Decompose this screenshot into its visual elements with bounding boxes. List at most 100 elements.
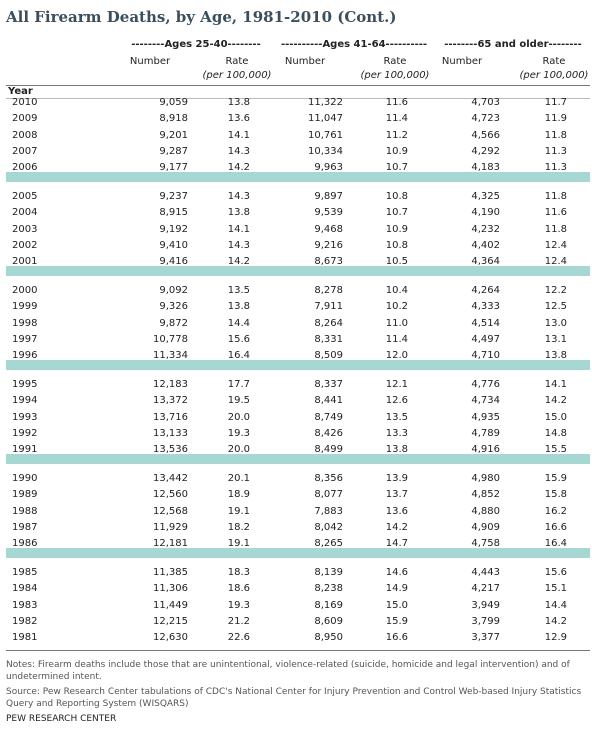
rate-cell: 12.6 (385, 395, 408, 407)
rate-cell: 14.9 (385, 583, 408, 595)
number-cell: 4,566 (471, 129, 500, 141)
rate-cell: 19.1 (227, 538, 250, 550)
year-cell: 2007 (12, 145, 38, 157)
number-cell: 9,897 (314, 191, 343, 202)
number-cell: 9,059 (159, 97, 188, 108)
number-cell: 12,183 (153, 379, 188, 390)
rate-cell: 11.0 (385, 317, 408, 329)
rate-cell: 16.6 (544, 521, 567, 533)
year-header: Year (8, 86, 33, 97)
year-cell: 1988 (12, 505, 38, 517)
year-cell: 2006 (12, 162, 38, 174)
rate-cell: 11.6 (544, 207, 567, 219)
number-cell: 8,509 (314, 350, 343, 362)
year-cell: 2000 (12, 285, 38, 296)
number-cell: 9,177 (159, 162, 188, 174)
number-cell: 8,441 (314, 395, 343, 407)
rate-cell: 14.2 (227, 162, 250, 174)
number-cell: 8,915 (159, 207, 188, 219)
number-cell: 9,872 (159, 317, 188, 329)
number-cell: 9,468 (314, 223, 343, 235)
rate-cell: 17.7 (227, 379, 250, 390)
number-cell: 4,333 (471, 301, 500, 313)
number-cell: 4,776 (471, 379, 500, 390)
rate-cell: 11.8 (544, 191, 567, 202)
number-cell: 10,334 (308, 145, 343, 157)
rate-cell: 13.0 (544, 317, 567, 329)
number-cell: 11,322 (308, 97, 343, 108)
header-rule (6, 85, 590, 86)
year-cell: 1998 (12, 317, 38, 329)
number-cell: 12,560 (153, 489, 188, 501)
rate-cell: 12.0 (385, 350, 408, 362)
rate-cell: 19.5 (227, 395, 250, 407)
number-cell: 9,192 (159, 223, 188, 235)
number-cell: 13,716 (153, 411, 188, 423)
number-cell: 13,536 (153, 444, 188, 456)
rate-cell: 11.3 (544, 145, 567, 157)
rate-cell: 10.7 (385, 207, 408, 219)
number-cell: 8,337 (314, 379, 343, 390)
column-header: Number (284, 56, 326, 67)
number-cell: 9,216 (314, 239, 343, 251)
rate-cell: 10.4 (385, 285, 408, 296)
number-cell: 4,734 (471, 395, 500, 407)
rate-cell: 12.1 (385, 379, 408, 390)
group-separator (6, 172, 590, 182)
rate-cell: 20.0 (227, 411, 250, 423)
number-cell: 9,237 (159, 191, 188, 202)
number-cell: 4,232 (471, 223, 500, 235)
notes: Notes: Firearm deaths include those that… (6, 660, 570, 682)
rate-cell: 19.3 (227, 427, 250, 439)
year-cell: 2001 (12, 256, 38, 268)
group-header: ----------Ages 41-64---------- (280, 39, 428, 50)
year-cell: 1983 (12, 599, 38, 611)
rate-cell: 15.0 (544, 411, 567, 423)
rate-cell: 21.2 (227, 615, 250, 627)
rate-cell: 14.3 (227, 145, 250, 157)
year-cell: 2009 (12, 113, 38, 125)
year-cell: 1989 (12, 489, 38, 501)
number-cell: 9,287 (159, 145, 188, 157)
rate-cell: 12.4 (544, 256, 567, 268)
year-cell: 1985 (12, 567, 38, 578)
number-cell: 8,950 (314, 632, 343, 644)
number-cell: 13,372 (153, 395, 188, 407)
group-header: --------Ages 25-40-------- (131, 39, 261, 50)
title: All Firearm Deaths, by Age, 1981-2010 (C… (6, 8, 397, 26)
rate-cell: 15.6 (227, 333, 250, 345)
rate-cell: 13.6 (227, 113, 250, 125)
number-cell: 12,568 (153, 505, 188, 517)
number-cell: 4,710 (471, 350, 500, 362)
bottom-rule (6, 650, 590, 651)
number-cell: 8,139 (314, 567, 343, 578)
year-cell: 1986 (12, 538, 38, 550)
rate-cell: 13.5 (385, 411, 408, 423)
number-cell: 4,980 (471, 473, 500, 484)
number-cell: 4,183 (471, 162, 500, 174)
number-cell: 8,278 (314, 285, 343, 296)
year-cell: 1984 (12, 583, 38, 595)
number-cell: 8,673 (314, 256, 343, 268)
year-cell: 1997 (12, 333, 38, 345)
number-cell: 9,416 (159, 256, 188, 268)
rate-cell: 12.5 (544, 301, 567, 313)
year-cell: 2010 (12, 97, 38, 108)
year-cell: 2002 (12, 239, 38, 251)
rate-cell: 11.4 (385, 113, 408, 125)
rate-cell: 14.7 (385, 538, 408, 550)
number-cell: 8,356 (314, 473, 343, 484)
rate-cell: 13.9 (385, 473, 408, 484)
rate-cell: 10.9 (385, 223, 408, 235)
number-cell: 3,949 (471, 599, 500, 611)
rate-cell: 13.8 (227, 207, 250, 219)
rate-cell: 13.8 (544, 350, 567, 362)
number-cell: 4,935 (471, 411, 500, 423)
number-cell: 7,883 (314, 505, 343, 517)
rate-cell: 11.6 (385, 97, 408, 108)
rate-cell: 10.5 (385, 256, 408, 268)
number-cell: 8,749 (314, 411, 343, 423)
rate-cell: 11.9 (544, 113, 567, 125)
number-cell: 8,499 (314, 444, 343, 456)
